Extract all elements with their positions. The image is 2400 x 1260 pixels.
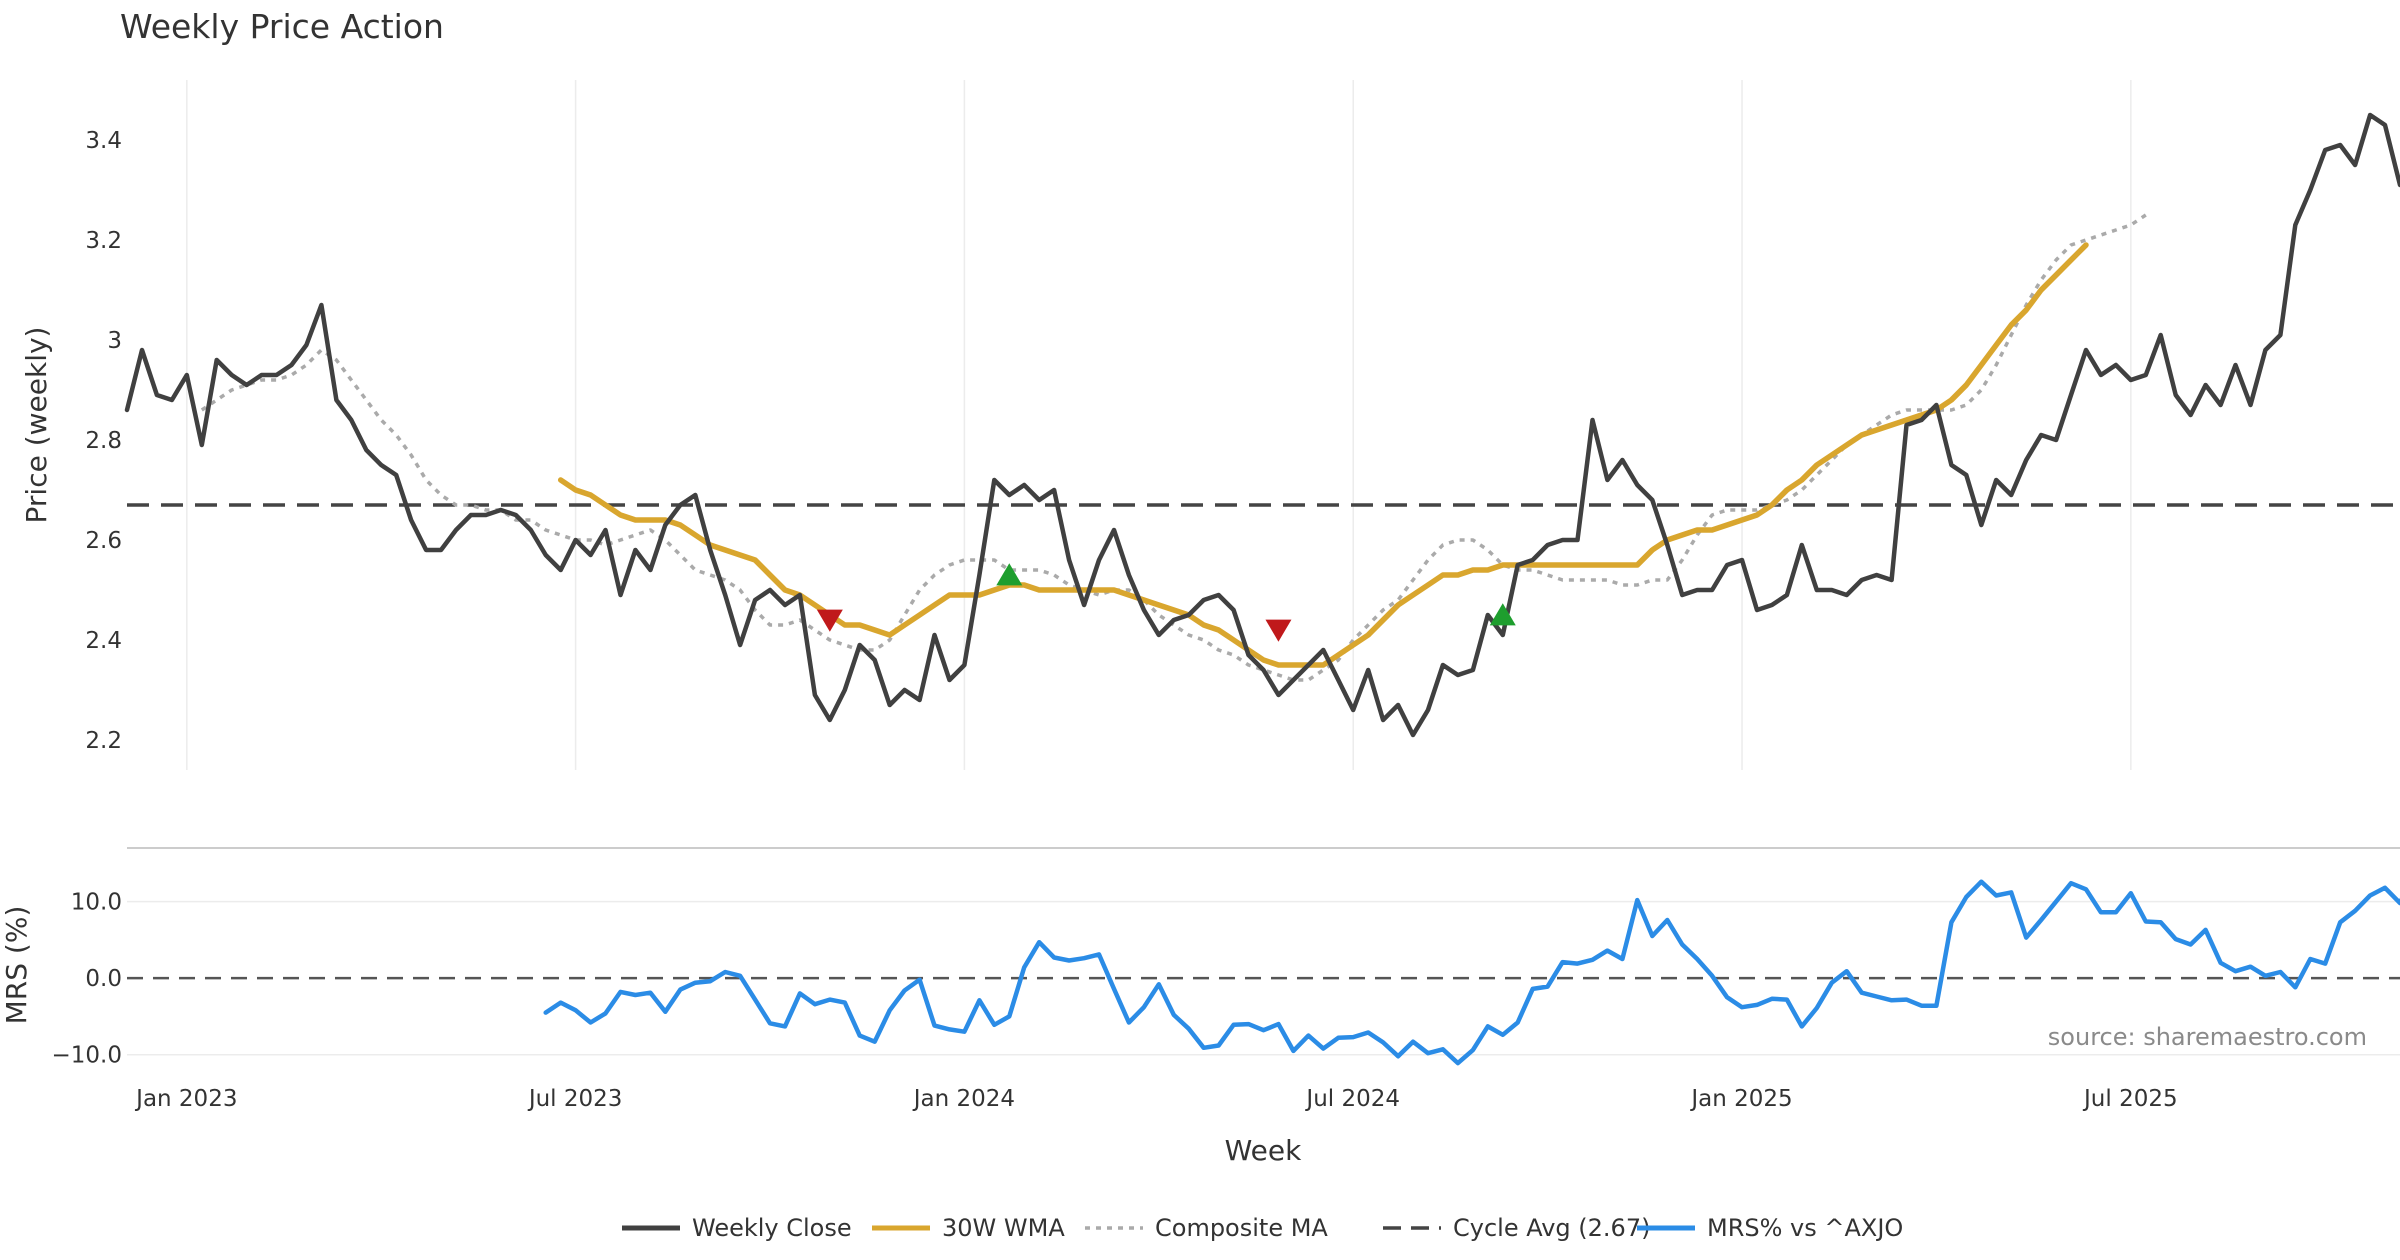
legend-label: Cycle Avg (2.67) bbox=[1453, 1214, 1650, 1242]
legend: Weekly Close 30W WMA Composite MA Cycle Avg… bbox=[622, 1214, 1903, 1242]
price-lines bbox=[124, 112, 2400, 738]
price-y-tick-label: 2.2 bbox=[85, 728, 122, 754]
signal-markers bbox=[816, 563, 1516, 642]
buy-signal-marker bbox=[996, 563, 1023, 586]
buy-signal-marker bbox=[1489, 603, 1516, 626]
sell-signal-marker bbox=[1265, 619, 1292, 642]
mrs-line bbox=[543, 879, 2400, 1066]
legend-label: 30W WMA bbox=[942, 1214, 1065, 1242]
price-y-tick-label: 3 bbox=[107, 328, 122, 354]
price-grid bbox=[186, 80, 2132, 770]
x-tick-label: Jan 2025 bbox=[1689, 1086, 1792, 1112]
mrs-grid bbox=[127, 900, 2400, 1056]
x-axis-ticks: Jan 2023 Jul 2023 Jan 2024 Jul 2024 Jan 2025… bbox=[134, 1086, 2177, 1112]
mrs-y-axis-title: MRS (%) bbox=[0, 906, 33, 1025]
mrs-y-ticks: −10.0 0.0 10.0 bbox=[52, 890, 122, 1069]
source-annotation: source: sharemaestro.com bbox=[2048, 1023, 2367, 1051]
x-tick-label: Jul 2024 bbox=[1304, 1086, 1400, 1112]
legend-label: Weekly Close bbox=[692, 1214, 852, 1242]
x-tick-label: Jan 2024 bbox=[912, 1086, 1015, 1112]
price-y-axis-title: Price (weekly) bbox=[20, 327, 53, 524]
x-tick-label: Jul 2023 bbox=[527, 1086, 623, 1112]
price-y-ticks: 2.2 2.4 2.6 2.8 3 3.2 3.4 bbox=[85, 128, 122, 754]
price-y-tick-label: 2.6 bbox=[85, 528, 122, 554]
price-y-tick-label: 2.8 bbox=[85, 428, 122, 454]
chart-title: Weekly Price Action bbox=[120, 7, 444, 46]
legend-label: MRS% vs ^AXJO bbox=[1707, 1214, 1903, 1242]
mrs-y-tick-label: −10.0 bbox=[52, 1043, 122, 1069]
price-y-tick-label: 2.4 bbox=[85, 628, 122, 654]
wma-30w-line bbox=[557, 242, 2089, 668]
composite-ma-line bbox=[200, 213, 2147, 682]
price-y-tick-label: 3.4 bbox=[85, 128, 122, 154]
price-y-tick-label: 3.2 bbox=[85, 228, 122, 254]
weekly-close-line bbox=[124, 112, 2400, 738]
mrs-y-tick-label: 10.0 bbox=[71, 890, 122, 916]
x-axis-title: Week bbox=[1225, 1134, 1302, 1167]
sell-signal-marker bbox=[816, 609, 843, 632]
x-tick-label: Jan 2023 bbox=[134, 1086, 237, 1112]
x-tick-label: Jul 2025 bbox=[2082, 1086, 2178, 1112]
mrs-y-tick-label: 0.0 bbox=[85, 966, 122, 992]
mrs-lines bbox=[127, 879, 2400, 1066]
legend-label: Composite MA bbox=[1155, 1214, 1328, 1242]
